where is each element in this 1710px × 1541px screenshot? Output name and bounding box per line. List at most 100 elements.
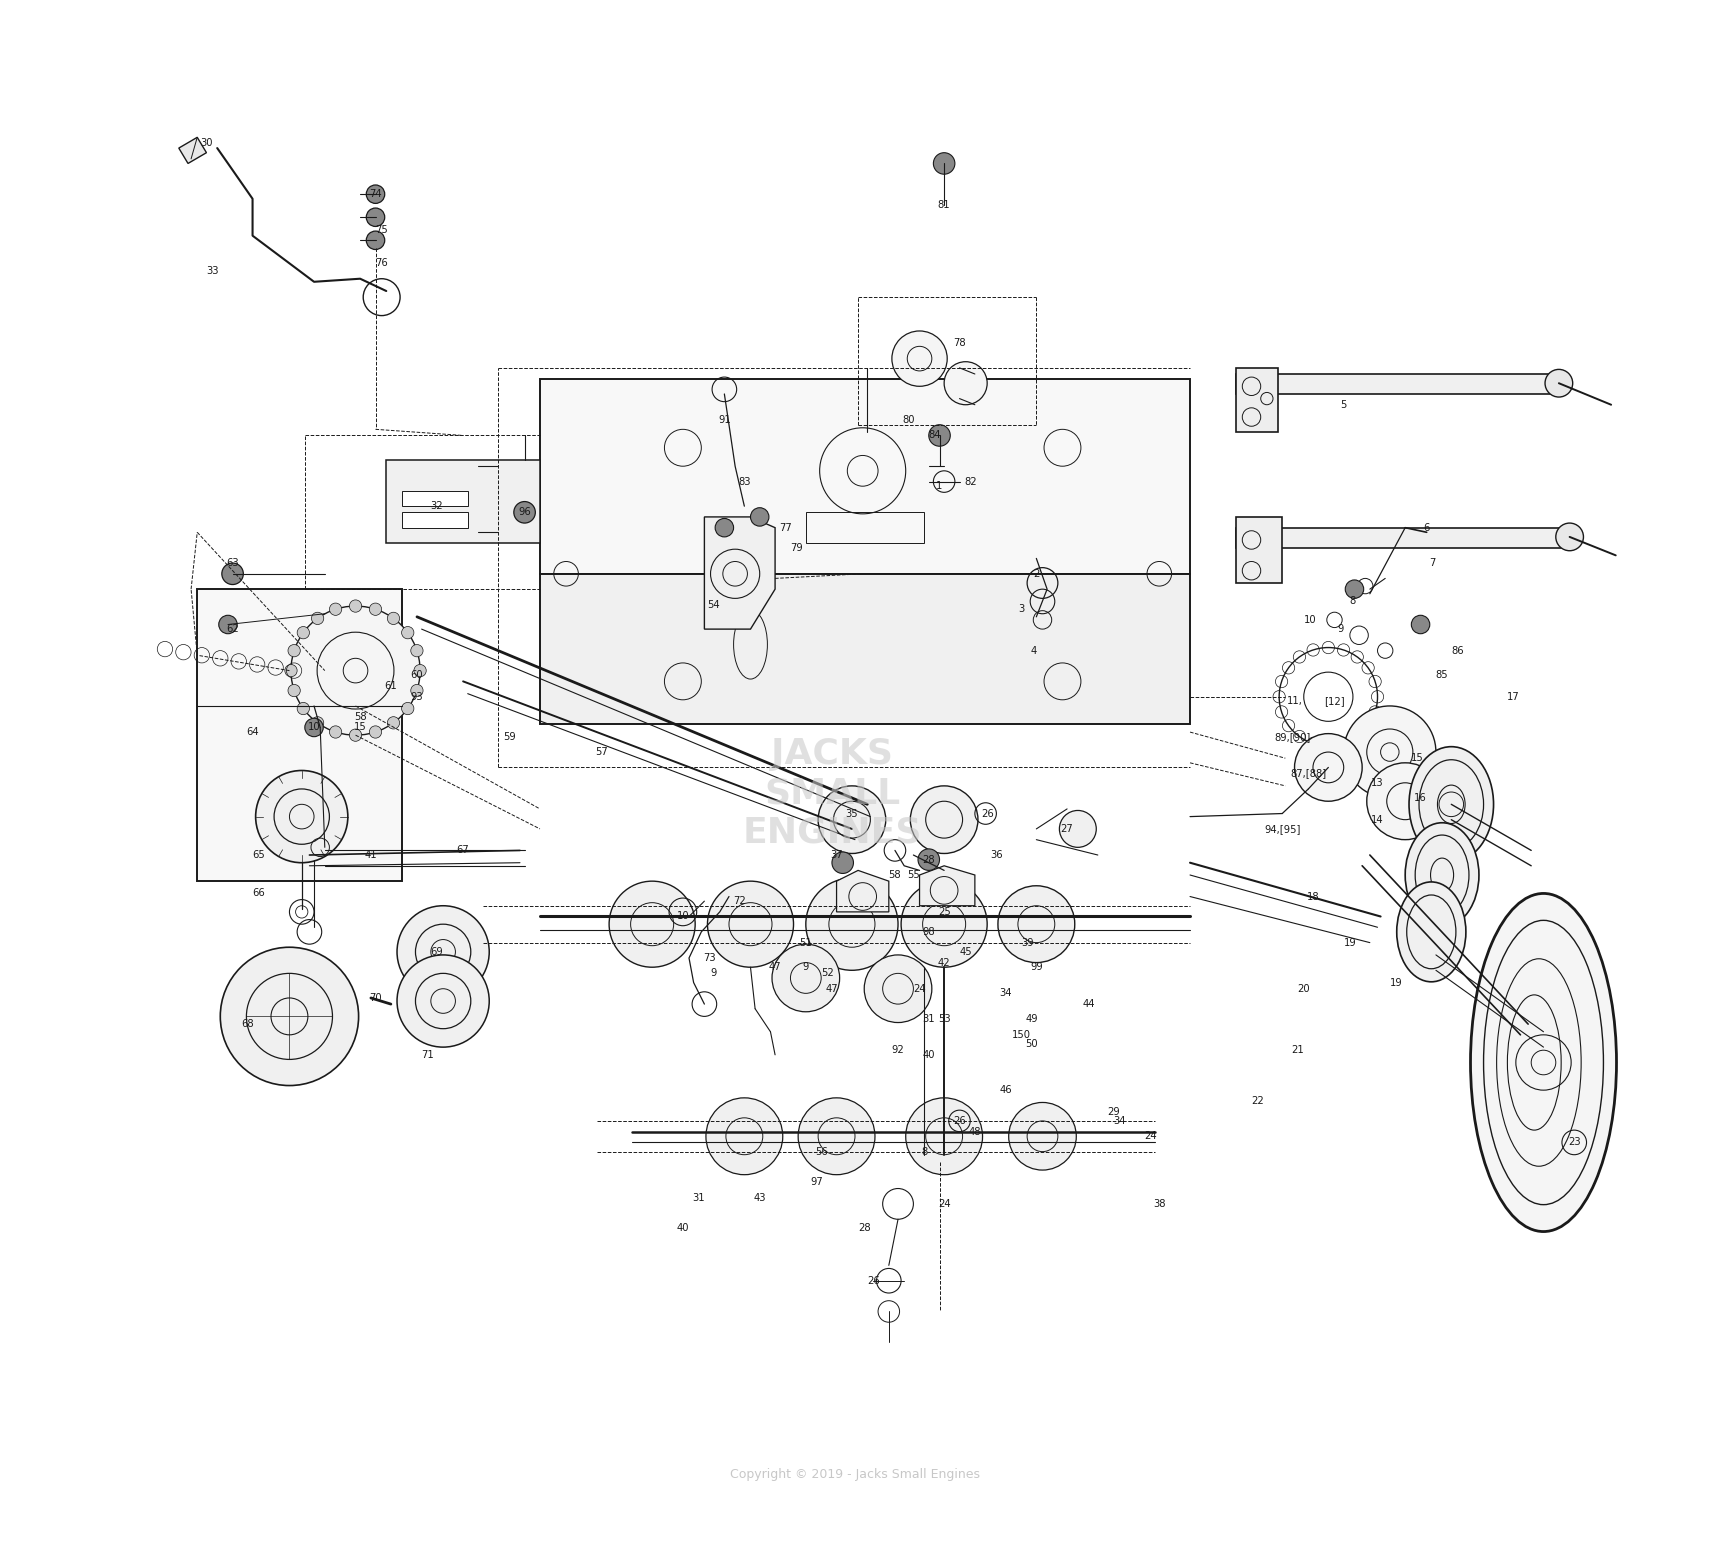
Polygon shape [705,516,775,629]
Text: 97: 97 [811,1177,823,1188]
Text: 41: 41 [364,851,378,860]
Text: JACKS
SMALL
ENGINES: JACKS SMALL ENGINES [742,737,922,851]
Text: 16: 16 [1414,794,1426,803]
Text: 38: 38 [1153,1199,1166,1208]
Circle shape [311,612,323,624]
Text: 96: 96 [518,507,532,518]
Text: 24: 24 [937,1199,951,1208]
Text: 150: 150 [1012,1029,1031,1040]
Text: 20: 20 [1298,983,1310,994]
Circle shape [402,703,414,715]
Polygon shape [386,461,540,542]
Polygon shape [1236,516,1282,582]
Text: 58: 58 [354,712,366,721]
Text: 91: 91 [718,415,730,425]
Circle shape [864,955,932,1023]
Circle shape [893,331,947,387]
Text: 29: 29 [1106,1106,1120,1117]
Circle shape [708,881,793,968]
Text: 78: 78 [952,339,966,348]
Text: 45: 45 [959,946,971,957]
Polygon shape [180,137,207,163]
Polygon shape [836,871,889,912]
Circle shape [286,664,298,676]
Text: 19: 19 [1344,937,1356,948]
Text: 47: 47 [770,962,781,972]
Text: 28: 28 [858,1224,870,1233]
Circle shape [402,627,414,640]
Ellipse shape [1409,747,1493,861]
Text: 36: 36 [990,851,1002,860]
Text: 11,: 11, [1286,697,1303,706]
Text: 74: 74 [369,190,381,199]
Text: 15: 15 [354,723,366,732]
Circle shape [298,703,310,715]
Circle shape [369,726,381,738]
Circle shape [906,1097,983,1174]
Text: 28: 28 [922,855,935,865]
Circle shape [311,717,323,729]
Text: 47: 47 [826,983,838,994]
Circle shape [366,208,385,227]
Text: 48: 48 [968,1126,982,1137]
Text: Copyright © 2019 - Jacks Small Engines: Copyright © 2019 - Jacks Small Engines [730,1469,980,1481]
Text: 53: 53 [937,1014,951,1025]
Polygon shape [402,512,469,527]
Text: 40: 40 [922,1049,935,1060]
Text: 60: 60 [410,670,424,680]
Text: 68: 68 [241,1019,255,1029]
Text: 99: 99 [1029,962,1043,972]
Text: 9: 9 [1337,624,1344,633]
Circle shape [999,886,1076,963]
Ellipse shape [1397,881,1465,982]
Text: 9: 9 [802,962,809,972]
Circle shape [934,153,954,174]
Text: 69: 69 [431,946,443,957]
Circle shape [1009,1102,1076,1170]
Circle shape [910,786,978,854]
Text: 34: 34 [1113,1116,1125,1126]
Circle shape [291,606,421,735]
Text: 73: 73 [703,952,715,963]
Text: 8: 8 [1349,596,1356,607]
Text: 75: 75 [374,225,388,234]
Circle shape [1411,615,1430,633]
Text: 49: 49 [1026,1014,1038,1025]
Text: 42: 42 [937,957,951,968]
Circle shape [805,878,898,971]
Circle shape [817,786,886,854]
Text: 27: 27 [1060,824,1074,834]
Circle shape [397,906,489,999]
Circle shape [388,612,400,624]
Circle shape [414,664,426,676]
Text: 22: 22 [1252,1096,1264,1106]
Text: 67: 67 [457,846,470,855]
Text: 79: 79 [790,542,804,553]
Text: 87,[88]: 87,[88] [1291,769,1327,778]
Ellipse shape [1546,370,1573,398]
Text: 33: 33 [207,267,219,276]
Text: 50: 50 [1026,1039,1038,1049]
Text: 19: 19 [1390,977,1402,988]
Text: 34: 34 [999,988,1012,999]
Circle shape [918,849,939,871]
Circle shape [1366,763,1443,840]
Text: 14: 14 [1371,815,1383,824]
Text: 77: 77 [780,522,792,533]
Circle shape [219,615,238,633]
Circle shape [944,362,987,405]
Circle shape [330,603,342,615]
Text: 31: 31 [922,1014,935,1025]
Text: 52: 52 [821,968,834,979]
Polygon shape [1236,527,1570,547]
Circle shape [1060,811,1096,848]
Circle shape [388,717,400,729]
Ellipse shape [1556,522,1583,550]
Text: 82: 82 [964,476,976,487]
Text: 83: 83 [739,476,751,487]
Circle shape [609,881,696,968]
Text: 64: 64 [246,727,258,737]
Text: 10: 10 [308,723,320,732]
Circle shape [901,881,987,968]
Text: 93: 93 [410,692,424,701]
